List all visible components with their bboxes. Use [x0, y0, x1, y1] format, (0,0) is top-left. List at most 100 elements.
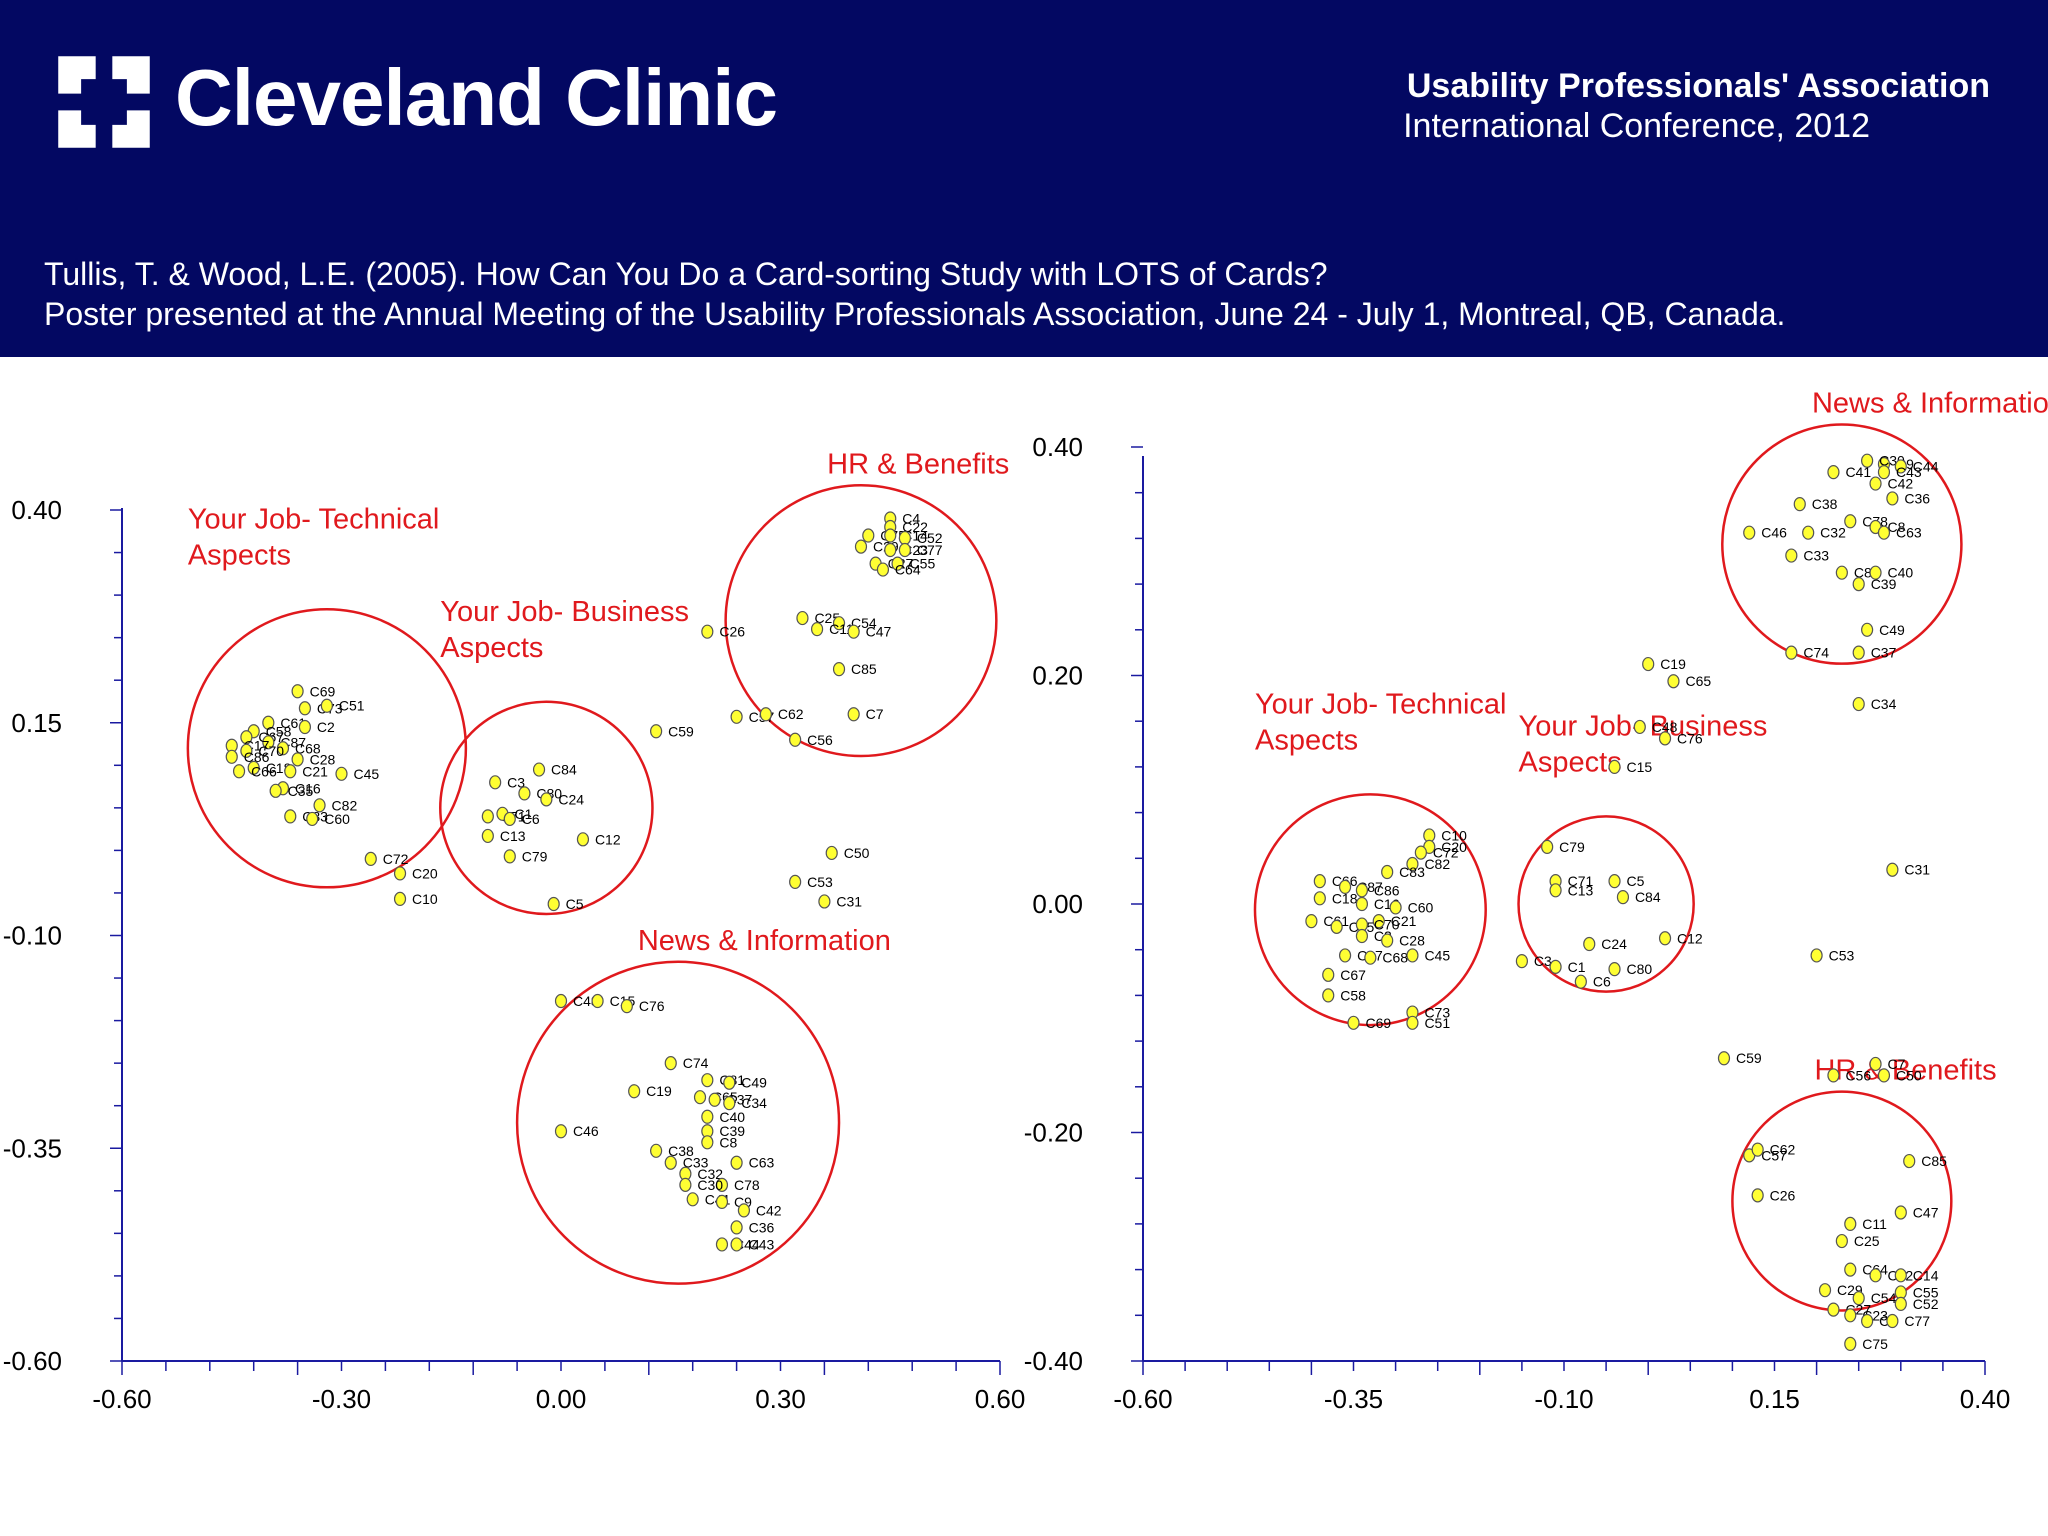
data-point: [1389, 900, 1402, 915]
data-point: [262, 735, 275, 750]
data-point: [759, 707, 772, 722]
data-point-label: C36: [1904, 490, 1930, 506]
data-point-label: C41: [1845, 464, 1871, 480]
data-point-label: C45: [354, 766, 380, 782]
data-point-label: C19: [646, 1083, 672, 1099]
data-point: [1894, 1296, 1907, 1311]
data-point-label: C39: [719, 1123, 745, 1139]
data-point-label: C39: [1871, 576, 1897, 592]
data-point-label: C70: [258, 743, 284, 759]
data-point: [818, 894, 831, 909]
data-point: [313, 798, 326, 813]
data-point: [262, 715, 275, 730]
data-point: [854, 539, 868, 554]
data-point: [1869, 565, 1882, 580]
data-point: [701, 1109, 714, 1124]
group-label: HR & Benefits: [827, 448, 1009, 480]
data-point: [730, 709, 743, 724]
data-point: [620, 999, 633, 1014]
data-point: [1827, 465, 1840, 480]
data-point: [503, 849, 516, 864]
x-tick-label: 0.30: [755, 1384, 806, 1414]
data-point-label: C62: [1770, 1142, 1796, 1158]
data-point: [1861, 1313, 1874, 1329]
data-point: [284, 809, 297, 824]
data-point: [1827, 1302, 1840, 1317]
data-point-label: C76: [639, 998, 665, 1014]
data-point: [1338, 948, 1352, 963]
data-point-label: C59: [668, 723, 694, 739]
group-circle: [439, 700, 654, 916]
data-point: [576, 832, 590, 847]
data-point-label: C47: [866, 624, 892, 640]
data-point-label: C64: [895, 562, 921, 578]
data-point: [540, 792, 553, 807]
data-point: [686, 1192, 699, 1207]
data-point-label: C82: [1424, 856, 1450, 872]
data-point-label: C53: [807, 874, 833, 890]
x-tick-label: 0.15: [1749, 1384, 1800, 1414]
data-point: [825, 845, 838, 861]
data-point: [884, 542, 897, 558]
data-point: [306, 811, 319, 827]
data-point: [298, 701, 312, 716]
group-label: Aspects: [1519, 746, 1622, 778]
data-point: [1305, 914, 1318, 929]
group-circle: [1721, 423, 1963, 665]
data-point-label: C68: [295, 740, 321, 756]
data-point: [240, 743, 253, 758]
data-point: [1869, 1268, 1882, 1283]
data-point-label: C50: [1896, 1067, 1922, 1083]
data-point-label: C47: [1913, 1204, 1939, 1220]
data-point-label: C30: [697, 1177, 723, 1193]
data-point-label: C35: [288, 783, 314, 799]
x-tick-label: -0.60: [1113, 1384, 1172, 1414]
data-point-label: C3: [507, 774, 525, 790]
data-point-label: C34: [741, 1095, 767, 1111]
data-point: [1381, 864, 1394, 880]
data-point: [1810, 948, 1823, 963]
data-point-label: C54: [1871, 1290, 1897, 1306]
data-point: [876, 562, 890, 577]
data-point: [723, 1096, 736, 1111]
data-point: [650, 1143, 663, 1158]
data-point-label: C53: [1829, 947, 1855, 963]
data-point-label: C78: [734, 1177, 760, 1193]
y-tick-label: -0.60: [3, 1346, 62, 1376]
data-point-label: C76: [1677, 730, 1703, 746]
data-point-label: C24: [1601, 936, 1627, 952]
data-point: [730, 1220, 743, 1235]
data-point: [715, 1194, 729, 1209]
data-point: [1886, 862, 1899, 877]
data-point: [1406, 948, 1419, 963]
data-point-label: C72: [383, 851, 409, 867]
data-point: [1313, 891, 1326, 906]
data-point: [554, 993, 568, 1009]
data-point-label: C26: [1770, 1187, 1796, 1203]
data-point-label: C52: [917, 530, 943, 546]
data-point: [884, 528, 897, 543]
data-point-label: C86: [1374, 882, 1400, 898]
y-tick-label: -0.10: [3, 921, 62, 951]
data-point: [1877, 1068, 1891, 1083]
group-label: Aspects: [188, 539, 291, 571]
x-tick-label: 0.40: [1960, 1384, 2011, 1414]
data-point: [693, 1090, 707, 1105]
data-point-label: C31: [1904, 862, 1930, 878]
data-point: [1355, 896, 1369, 912]
data-point: [723, 1075, 736, 1090]
data-point-label: C5: [1627, 873, 1645, 889]
group-label: Aspects: [440, 632, 543, 664]
data-point-label: C6: [1593, 974, 1611, 990]
data-point: [891, 556, 904, 571]
data-point-label: C68: [1382, 950, 1408, 966]
data-point-label: C58: [1340, 987, 1366, 1003]
data-point-label: C85: [1921, 1153, 1947, 1169]
data-point: [364, 851, 377, 867]
data-point-label: C40: [719, 1109, 745, 1125]
data-point: [1818, 1283, 1832, 1298]
data-point: [715, 1177, 729, 1192]
data-point: [1861, 622, 1874, 637]
group-label: News & Information: [638, 925, 891, 957]
data-point: [1313, 874, 1326, 889]
